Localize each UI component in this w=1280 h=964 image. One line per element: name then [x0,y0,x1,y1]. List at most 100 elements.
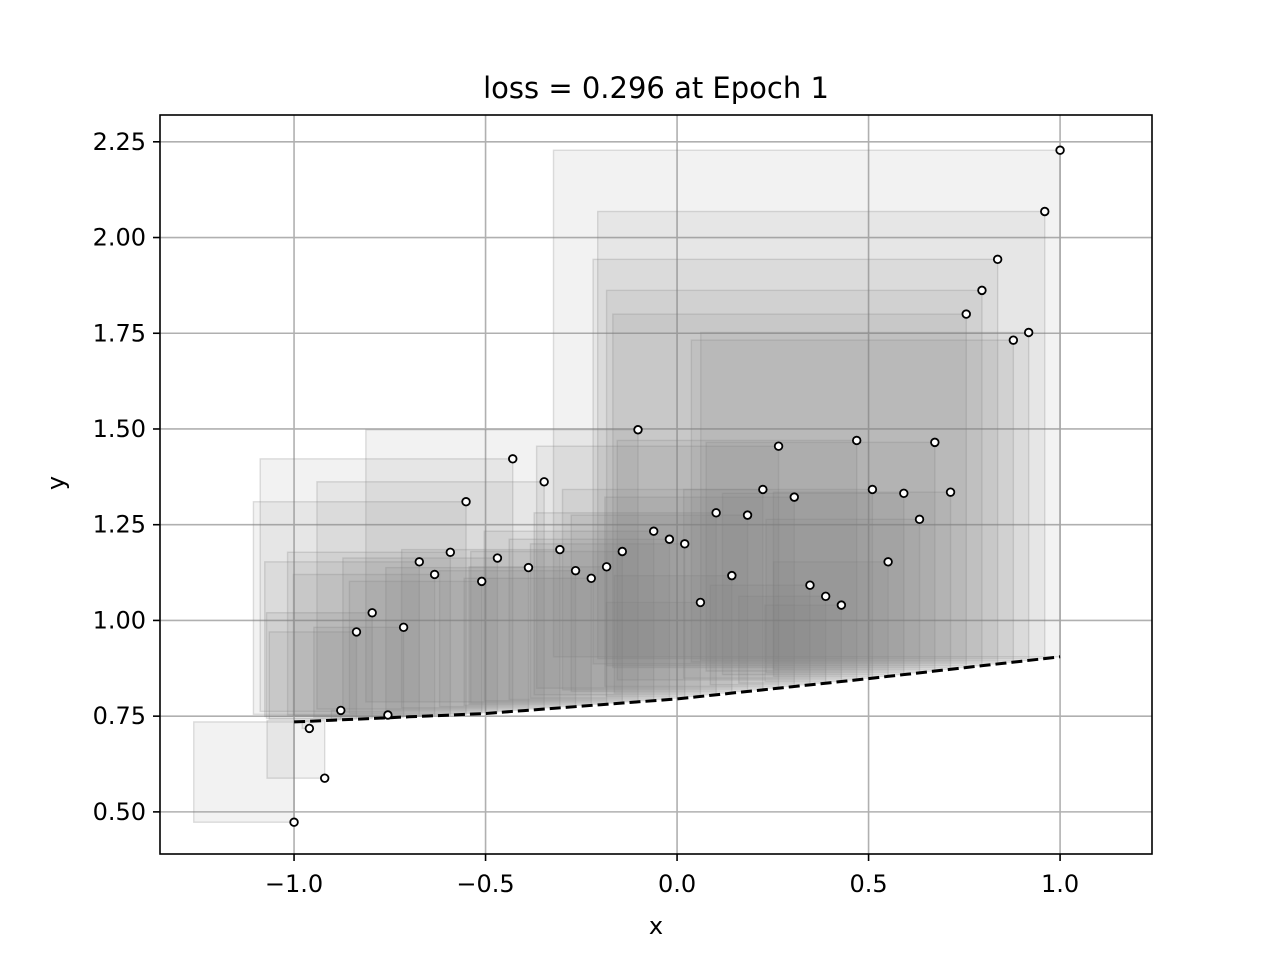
data-point [429,569,440,580]
data-point [742,510,753,520]
residual-square [772,561,889,678]
residual-square [605,601,702,698]
grid-lines [160,115,1152,854]
data-point [867,484,878,495]
data-point [899,488,909,499]
data-point [961,309,971,319]
data-point [727,570,737,581]
residual-square [348,580,483,715]
y-axis-label: y [42,476,70,490]
residual-square [400,548,561,709]
data-point [351,627,362,637]
residual-square [561,488,764,691]
data-points [289,145,1065,827]
y-tick-label: 1.25 [93,511,146,539]
residual-squares [193,149,1061,823]
data-point [930,437,940,448]
x-tick-label: 1.0 [1041,870,1079,898]
x-tick-label: 0.0 [658,870,696,898]
residual-square [764,604,843,683]
residual-square [268,631,358,720]
residual-square [259,458,514,713]
x-tick-label: −0.5 [456,870,514,898]
data-point [508,454,518,464]
data-point [398,622,409,633]
data-point [836,600,847,610]
data-point [555,544,565,555]
residual-square [592,258,999,665]
y-tick-label: 2.00 [93,224,146,252]
x-axis-label: x [649,912,663,940]
residual-square [765,518,921,674]
y-tick-label: 0.75 [93,702,146,730]
data-point [695,597,706,608]
residual-square [604,496,795,688]
residual-square [292,573,436,717]
data-point [617,546,627,557]
data-point [1023,327,1034,338]
data-point [304,723,315,734]
chart-title: loss = 0.296 at Epoch 1 [483,71,829,105]
residual-square [286,551,452,716]
residual-square [252,501,467,716]
residual-square [313,626,405,718]
data-point [319,773,330,783]
data-point [367,608,377,618]
data-point [586,573,596,584]
residual-square [470,550,623,704]
residual-square [508,538,671,701]
y-tick-label: 1.75 [93,319,146,347]
residual-square [613,574,733,694]
residual-square [552,149,1061,658]
y-tick-label: 1.00 [93,606,146,634]
data-point [414,557,424,567]
residual-square [316,481,545,710]
axes-frame [159,114,1153,855]
y-tick-label: 2.25 [93,128,146,156]
residual-square [483,530,655,702]
residual-square [570,514,749,693]
data-point [289,817,299,827]
residual-square [266,719,326,779]
residual-square [438,569,577,708]
residual-square [690,339,1015,663]
residual-square [709,584,811,686]
fit-line [294,655,1061,724]
data-point [633,425,643,435]
data-point [461,497,471,507]
data-point [336,705,346,716]
data-point [851,435,862,446]
data-point [680,539,690,549]
data-point [383,710,393,720]
data-point [664,534,675,544]
residual-square [738,595,827,684]
y-tick-label: 0.50 [93,798,146,826]
data-point [758,484,768,495]
data-point [601,562,612,572]
data-point [649,526,659,536]
data-point [539,477,549,487]
residual-square [682,488,874,679]
data-point [789,492,799,502]
data-point [1008,335,1019,345]
x-tick-label: −1.0 [265,870,323,898]
x-tick-label: 0.5 [849,870,887,898]
residual-square [596,210,1046,660]
axis-ticks: −1.0 −0.5 0.0 0.5 1.0 0.50 0.75 1.00 1.25 1.50 1.7… [93,128,1080,898]
fit-line-layer [294,655,1061,724]
residual-square [385,566,530,711]
data-point [1055,145,1065,155]
residual-square [700,331,1030,662]
residual-square [616,439,858,681]
data-point [570,565,581,576]
data-point [977,285,987,296]
data-point [883,557,893,567]
data-point [1040,206,1050,217]
data-point [711,508,721,518]
residual-square [468,566,608,705]
residual-square [264,561,420,718]
data-point [477,576,487,587]
data-point [914,514,925,525]
residual-square [193,721,295,823]
